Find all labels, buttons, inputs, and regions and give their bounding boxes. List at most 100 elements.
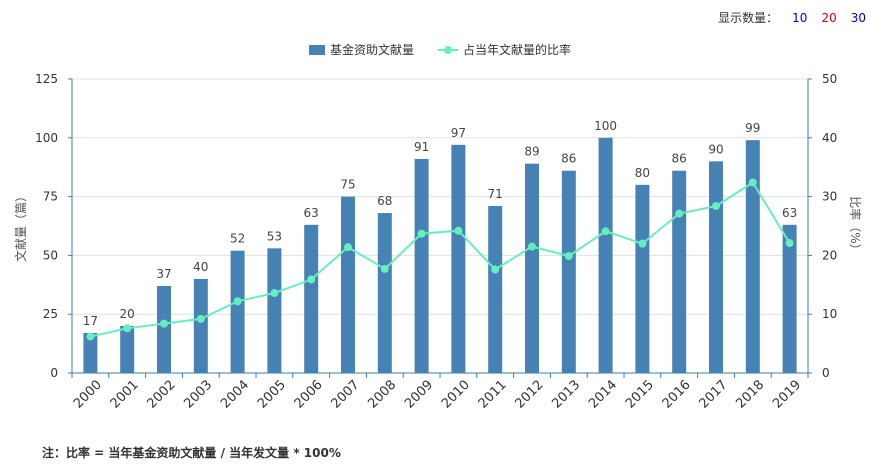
x-tick-label: 2011 bbox=[476, 378, 510, 412]
legend-label-funded-count: 基金资助文献量 bbox=[329, 43, 414, 57]
bar-value-label: 89 bbox=[524, 145, 539, 159]
y-tick-label-right: 30 bbox=[822, 190, 837, 204]
ratio-point bbox=[528, 242, 536, 251]
x-tick-label: 2007 bbox=[329, 378, 363, 412]
display-count-label: 显示数量： bbox=[718, 11, 779, 25]
x-tick-label: 2005 bbox=[255, 378, 289, 412]
bar bbox=[451, 144, 466, 373]
x-tick-label: 2006 bbox=[292, 378, 326, 412]
bar-value-label: 17 bbox=[83, 314, 98, 328]
x-tick-label: 2017 bbox=[697, 378, 731, 412]
bar bbox=[709, 161, 723, 373]
bar bbox=[377, 213, 392, 373]
ratio-point bbox=[233, 297, 242, 306]
ratio-point bbox=[380, 264, 389, 273]
bar-value-label: 90 bbox=[708, 142, 723, 156]
y-tick-label-left: 125 bbox=[35, 72, 58, 86]
bar-value-label: 40 bbox=[193, 260, 208, 274]
display-count-10[interactable]: 10 bbox=[792, 10, 808, 25]
y-tick-label-right: 20 bbox=[822, 248, 837, 262]
x-tick-label: 2015 bbox=[623, 378, 657, 412]
bar bbox=[157, 285, 171, 373]
ratio-line bbox=[90, 181, 791, 338]
x-tick-label: 2010 bbox=[439, 378, 473, 412]
x-tick-label: 2008 bbox=[365, 378, 399, 412]
display-count-30[interactable]: 30 bbox=[850, 10, 866, 25]
bar bbox=[561, 170, 576, 373]
ratio-point bbox=[748, 178, 757, 187]
bar-value-label: 71 bbox=[488, 187, 503, 201]
bar bbox=[488, 206, 503, 373]
ratio-point bbox=[196, 314, 205, 323]
bar-value-label: 63 bbox=[782, 206, 797, 220]
legend-bar-swatch bbox=[308, 44, 325, 55]
display-count-control: 显示数量： 10 20 30 bbox=[718, 9, 866, 26]
bar bbox=[341, 196, 355, 373]
bar bbox=[414, 158, 429, 373]
bar-value-label: 91 bbox=[414, 140, 429, 154]
x-tick-label: 2018 bbox=[733, 378, 767, 412]
x-tick-label: 2012 bbox=[513, 378, 547, 412]
x-tick-label: 2016 bbox=[660, 378, 694, 412]
bar bbox=[672, 170, 687, 373]
ratio-point bbox=[270, 289, 279, 298]
ratio-point bbox=[344, 243, 352, 252]
bar-value-label: 75 bbox=[340, 178, 355, 192]
ratio-point bbox=[454, 226, 463, 235]
x-tick-label: 2014 bbox=[586, 378, 620, 412]
x-tick-label: 2000 bbox=[71, 378, 105, 412]
ratio-point bbox=[307, 275, 316, 284]
x-tick-label: 2003 bbox=[181, 378, 215, 412]
bar bbox=[83, 333, 98, 373]
bar-value-label: 63 bbox=[304, 206, 319, 220]
bar-value-label: 86 bbox=[561, 152, 576, 166]
x-tick-label: 2002 bbox=[145, 378, 179, 412]
legend-item-ratio[interactable]: 占当年文献量的比率 bbox=[438, 41, 571, 58]
bar bbox=[193, 278, 208, 373]
legend-label-ratio: 占当年文献量的比率 bbox=[463, 43, 572, 57]
display-count-20[interactable]: 20 bbox=[821, 10, 837, 25]
legend-line-swatch bbox=[438, 45, 458, 55]
ratio-point bbox=[601, 227, 610, 236]
x-tick-label: 2004 bbox=[218, 378, 252, 412]
bar-value-label: 20 bbox=[120, 307, 135, 321]
bar-value-label: 80 bbox=[635, 166, 650, 180]
ratio-point bbox=[638, 239, 647, 248]
bar-value-label: 99 bbox=[745, 121, 760, 135]
bar bbox=[267, 248, 282, 373]
bar bbox=[230, 250, 245, 373]
ratio-point bbox=[160, 319, 168, 328]
bar-value-label: 53 bbox=[267, 229, 282, 243]
ratio-point bbox=[491, 265, 500, 274]
bar-value-label: 68 bbox=[377, 194, 392, 208]
x-tick-label: 2009 bbox=[402, 378, 436, 412]
y-tick-label-left: 25 bbox=[43, 307, 58, 321]
footnote: 注：比率 = 当年基金资助文献量 / 当年发文量 * 100% bbox=[42, 446, 341, 460]
bar bbox=[635, 184, 650, 373]
bar bbox=[598, 137, 613, 373]
y-axis-title-left: 文献量（篇） bbox=[13, 190, 28, 262]
ratio-point bbox=[564, 251, 573, 260]
bar bbox=[782, 224, 797, 373]
y-axis-title-right: 比率（%） bbox=[848, 196, 863, 255]
y-tick-label-left: 100 bbox=[35, 131, 58, 145]
bar bbox=[525, 163, 539, 373]
bar-value-label: 86 bbox=[672, 152, 687, 166]
y-tick-label-left: 50 bbox=[43, 248, 58, 262]
ratio-point bbox=[785, 239, 794, 248]
ratio-point bbox=[712, 202, 720, 211]
y-tick-label-right: 10 bbox=[822, 307, 837, 321]
y-tick-label-left: 0 bbox=[50, 366, 58, 380]
bar bbox=[745, 140, 760, 373]
chart-legend: 基金资助文献量 占当年文献量的比率 bbox=[0, 41, 880, 58]
y-tick-label-right: 0 bbox=[822, 366, 830, 380]
bar bbox=[304, 224, 319, 373]
x-tick-label: 2019 bbox=[770, 378, 804, 412]
bar bbox=[120, 325, 135, 373]
legend-item-funded-count[interactable]: 基金资助文献量 bbox=[308, 41, 414, 58]
ratio-point bbox=[417, 229, 426, 238]
x-tick-label: 2013 bbox=[549, 378, 583, 412]
bar-value-label: 100 bbox=[594, 119, 617, 133]
ratio-point bbox=[123, 324, 132, 333]
